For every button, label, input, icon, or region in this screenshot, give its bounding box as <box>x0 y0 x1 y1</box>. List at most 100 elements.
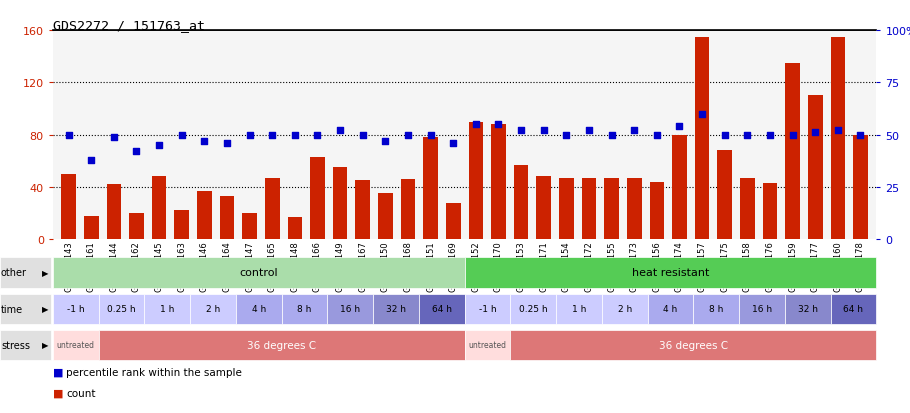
Point <box>717 132 732 139</box>
Bar <box>650 182 664 240</box>
Point <box>854 132 868 139</box>
Bar <box>400 180 415 240</box>
Bar <box>152 177 167 240</box>
Point <box>604 132 619 139</box>
Point <box>695 111 710 118</box>
Point <box>763 132 777 139</box>
Bar <box>604 178 619 240</box>
Point <box>265 132 279 139</box>
Bar <box>356 181 370 240</box>
Bar <box>288 217 302 240</box>
Text: 32 h: 32 h <box>798 305 818 313</box>
Text: stress: stress <box>1 340 30 350</box>
Text: ▶: ▶ <box>42 268 48 277</box>
Bar <box>242 214 257 240</box>
Text: untreated: untreated <box>469 341 507 349</box>
Text: heat resistant: heat resistant <box>632 268 709 278</box>
Text: control: control <box>239 268 278 278</box>
Point <box>514 128 529 134</box>
Point <box>378 138 392 145</box>
Text: 36 degrees C: 36 degrees C <box>659 340 728 350</box>
Point <box>672 123 687 130</box>
Point <box>356 132 370 139</box>
Text: -1 h: -1 h <box>479 305 496 313</box>
Point <box>581 128 596 134</box>
Bar <box>785 64 800 240</box>
Text: 16 h: 16 h <box>752 305 772 313</box>
Point <box>559 132 573 139</box>
Point <box>446 140 460 147</box>
Bar <box>219 197 235 240</box>
Bar <box>265 178 279 240</box>
Bar <box>854 135 868 240</box>
Bar <box>378 194 393 240</box>
Bar <box>514 165 529 240</box>
Bar <box>559 178 573 240</box>
Point <box>650 132 664 139</box>
Text: 2 h: 2 h <box>206 305 220 313</box>
Text: 64 h: 64 h <box>844 305 864 313</box>
Point <box>785 132 800 139</box>
Text: GDS2272 / 151763_at: GDS2272 / 151763_at <box>53 19 205 31</box>
Bar <box>581 178 596 240</box>
Text: ■: ■ <box>53 367 64 377</box>
Point <box>400 132 415 139</box>
Point <box>129 149 144 155</box>
Text: 2 h: 2 h <box>618 305 632 313</box>
Bar <box>106 185 121 240</box>
Bar <box>627 178 642 240</box>
Text: ■: ■ <box>53 388 64 398</box>
Point <box>491 121 506 128</box>
Text: ▶: ▶ <box>42 305 48 313</box>
Bar <box>536 177 551 240</box>
Bar <box>333 168 348 240</box>
Point <box>333 128 348 134</box>
Text: time: time <box>1 304 23 314</box>
Point <box>808 130 823 136</box>
Point <box>423 132 438 139</box>
Bar <box>446 203 460 240</box>
Text: 4 h: 4 h <box>251 305 266 313</box>
Text: percentile rank within the sample: percentile rank within the sample <box>66 367 242 377</box>
Bar <box>175 211 189 240</box>
Point <box>106 134 121 141</box>
Point <box>61 132 76 139</box>
Bar <box>61 174 76 240</box>
Bar <box>717 151 733 240</box>
Bar <box>197 191 212 240</box>
Point <box>175 132 189 139</box>
Point <box>627 128 642 134</box>
Text: 0.25 h: 0.25 h <box>519 305 548 313</box>
Text: other: other <box>1 268 27 278</box>
Point <box>242 132 257 139</box>
Bar <box>84 216 98 240</box>
Bar <box>423 138 438 240</box>
Bar <box>740 178 754 240</box>
Text: 1 h: 1 h <box>160 305 175 313</box>
Bar <box>831 38 845 240</box>
Bar <box>310 157 325 240</box>
Text: count: count <box>66 388 96 398</box>
Text: 64 h: 64 h <box>431 305 451 313</box>
Point <box>197 138 212 145</box>
Text: ▶: ▶ <box>42 341 48 349</box>
Point <box>219 140 234 147</box>
Text: -1 h: -1 h <box>66 305 85 313</box>
Point <box>740 132 754 139</box>
Point <box>310 132 325 139</box>
Bar <box>129 214 144 240</box>
Text: 8 h: 8 h <box>709 305 723 313</box>
Bar <box>694 38 710 240</box>
Text: 32 h: 32 h <box>386 305 406 313</box>
Text: 16 h: 16 h <box>340 305 360 313</box>
Text: 36 degrees C: 36 degrees C <box>247 340 316 350</box>
Point <box>288 132 302 139</box>
Text: 0.25 h: 0.25 h <box>107 305 136 313</box>
Text: untreated: untreated <box>56 341 95 349</box>
Bar <box>469 122 483 240</box>
Bar <box>491 125 506 240</box>
Bar <box>672 135 687 240</box>
Bar <box>763 183 777 240</box>
Bar <box>808 96 823 240</box>
Point <box>537 128 551 134</box>
